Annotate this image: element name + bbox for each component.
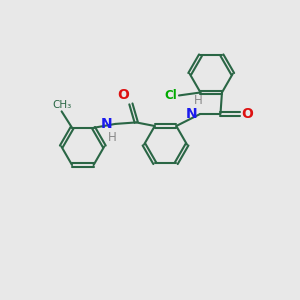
Text: O: O <box>118 88 129 102</box>
Text: H: H <box>108 131 117 144</box>
Text: O: O <box>242 107 253 121</box>
Text: CH₃: CH₃ <box>52 100 71 110</box>
Text: Cl: Cl <box>165 89 178 102</box>
Text: H: H <box>194 94 202 107</box>
Text: N: N <box>101 117 112 131</box>
Text: N: N <box>186 107 198 121</box>
